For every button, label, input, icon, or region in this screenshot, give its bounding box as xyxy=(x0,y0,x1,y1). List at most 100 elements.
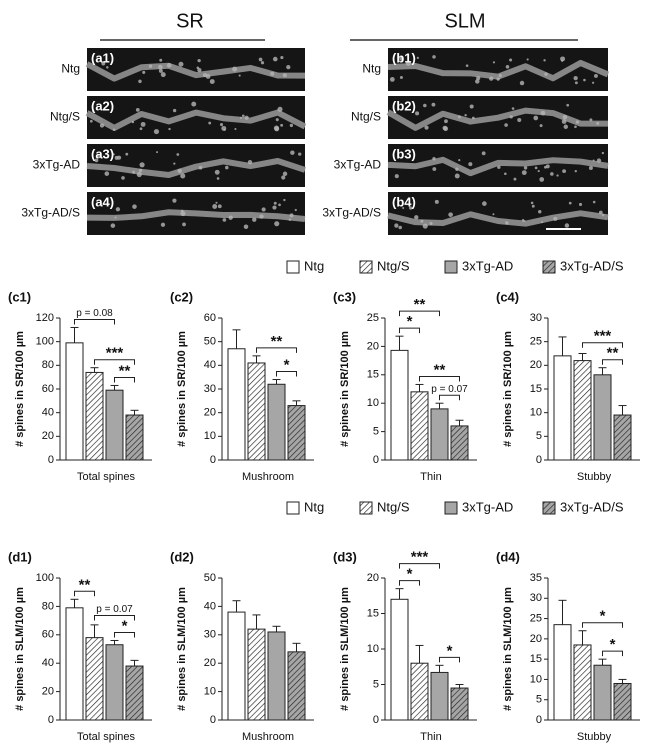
spine xyxy=(588,165,593,170)
micrograph xyxy=(87,96,305,139)
y-tick-label: 120 xyxy=(36,312,54,324)
bar xyxy=(573,360,592,461)
spine xyxy=(489,76,494,81)
spine xyxy=(541,221,544,224)
spine xyxy=(125,152,129,156)
legend-swatch xyxy=(444,501,458,515)
significance-bracket xyxy=(94,359,135,365)
spine xyxy=(298,152,302,156)
significance-bracket xyxy=(602,359,623,365)
y-tick-label: 30 xyxy=(204,383,216,395)
spine xyxy=(177,168,182,174)
spine xyxy=(505,65,510,69)
x-tick-label: Mushroom xyxy=(242,731,294,743)
spine xyxy=(509,58,513,62)
spine xyxy=(273,125,280,131)
spine xyxy=(444,119,448,124)
spine xyxy=(173,162,176,165)
legend-label: 3xTg-AD/S xyxy=(560,258,624,273)
spine xyxy=(198,165,203,170)
spine xyxy=(583,78,586,82)
spine xyxy=(504,123,508,127)
spine xyxy=(214,169,220,175)
spine xyxy=(543,59,546,62)
spine xyxy=(568,201,572,205)
y-tick-label: 15 xyxy=(367,369,379,381)
spine xyxy=(260,61,265,65)
spine xyxy=(280,55,284,60)
legend-swatch xyxy=(359,260,373,274)
spine xyxy=(180,209,184,213)
legend-swatch xyxy=(542,260,556,274)
spine xyxy=(519,80,525,86)
significance-label: ** xyxy=(119,362,131,379)
significance-label: * xyxy=(407,313,413,330)
spine xyxy=(228,215,233,220)
spine xyxy=(106,66,109,69)
group-label: 3xTg-AD xyxy=(334,158,382,172)
spine xyxy=(424,125,429,130)
panel-label: (c4) xyxy=(496,289,519,304)
spine xyxy=(219,123,224,127)
spine xyxy=(278,203,281,207)
spine xyxy=(191,101,197,107)
spine xyxy=(416,56,419,59)
spine xyxy=(601,213,605,217)
panel-label: (d1) xyxy=(8,549,32,564)
y-tick-label: 10 xyxy=(530,407,542,419)
significance-label: * xyxy=(600,608,606,625)
bar xyxy=(430,408,449,461)
spine xyxy=(575,120,580,124)
significance-bracket xyxy=(439,656,460,663)
spine xyxy=(458,159,461,162)
spine xyxy=(574,81,578,85)
y-axis-label: # spines in SR/100 µm xyxy=(502,331,514,447)
spine xyxy=(180,211,186,217)
spine xyxy=(402,206,405,210)
spine xyxy=(492,61,496,64)
spine xyxy=(545,164,550,169)
bar xyxy=(390,598,409,721)
panel-label: (b2) xyxy=(392,98,416,113)
significance-bracket xyxy=(602,650,623,657)
spine xyxy=(530,201,534,205)
legend-label: 3xTg-AD xyxy=(462,258,513,273)
bar xyxy=(227,611,246,721)
bar xyxy=(287,405,306,461)
dendrite xyxy=(387,156,609,177)
spine xyxy=(139,127,143,131)
spine xyxy=(521,170,527,176)
panel-label: (a3) xyxy=(91,146,114,161)
bar xyxy=(430,671,449,721)
spine xyxy=(131,120,135,124)
spine xyxy=(114,216,117,219)
spine xyxy=(471,116,475,120)
spine xyxy=(283,198,286,202)
spine xyxy=(225,165,229,170)
legend-label: Ntg/S xyxy=(377,258,410,273)
panel-label: (d3) xyxy=(333,549,357,564)
significance-label: ** xyxy=(79,576,91,593)
spine xyxy=(281,175,286,180)
spine xyxy=(537,170,540,173)
significance-bracket xyxy=(276,371,297,377)
spine xyxy=(481,151,486,156)
y-tick-label: 10 xyxy=(367,643,379,655)
bar xyxy=(65,607,84,721)
y-tick-label: 20 xyxy=(530,633,542,645)
spine xyxy=(539,124,543,128)
spine xyxy=(282,73,287,78)
dendrite xyxy=(387,59,610,82)
spine xyxy=(243,224,249,230)
x-tick-label: Thin xyxy=(420,471,441,483)
spine xyxy=(289,213,294,218)
significance-label: *** xyxy=(106,345,124,362)
spine xyxy=(172,108,177,113)
dendrite xyxy=(86,209,306,222)
spine xyxy=(482,201,487,206)
spine xyxy=(114,155,119,160)
y-axis-label: # spines in SLM/100 µm xyxy=(14,587,26,711)
y-tick-label: 60 xyxy=(42,383,54,395)
spine xyxy=(561,59,564,62)
region-title: SLM xyxy=(444,10,485,32)
